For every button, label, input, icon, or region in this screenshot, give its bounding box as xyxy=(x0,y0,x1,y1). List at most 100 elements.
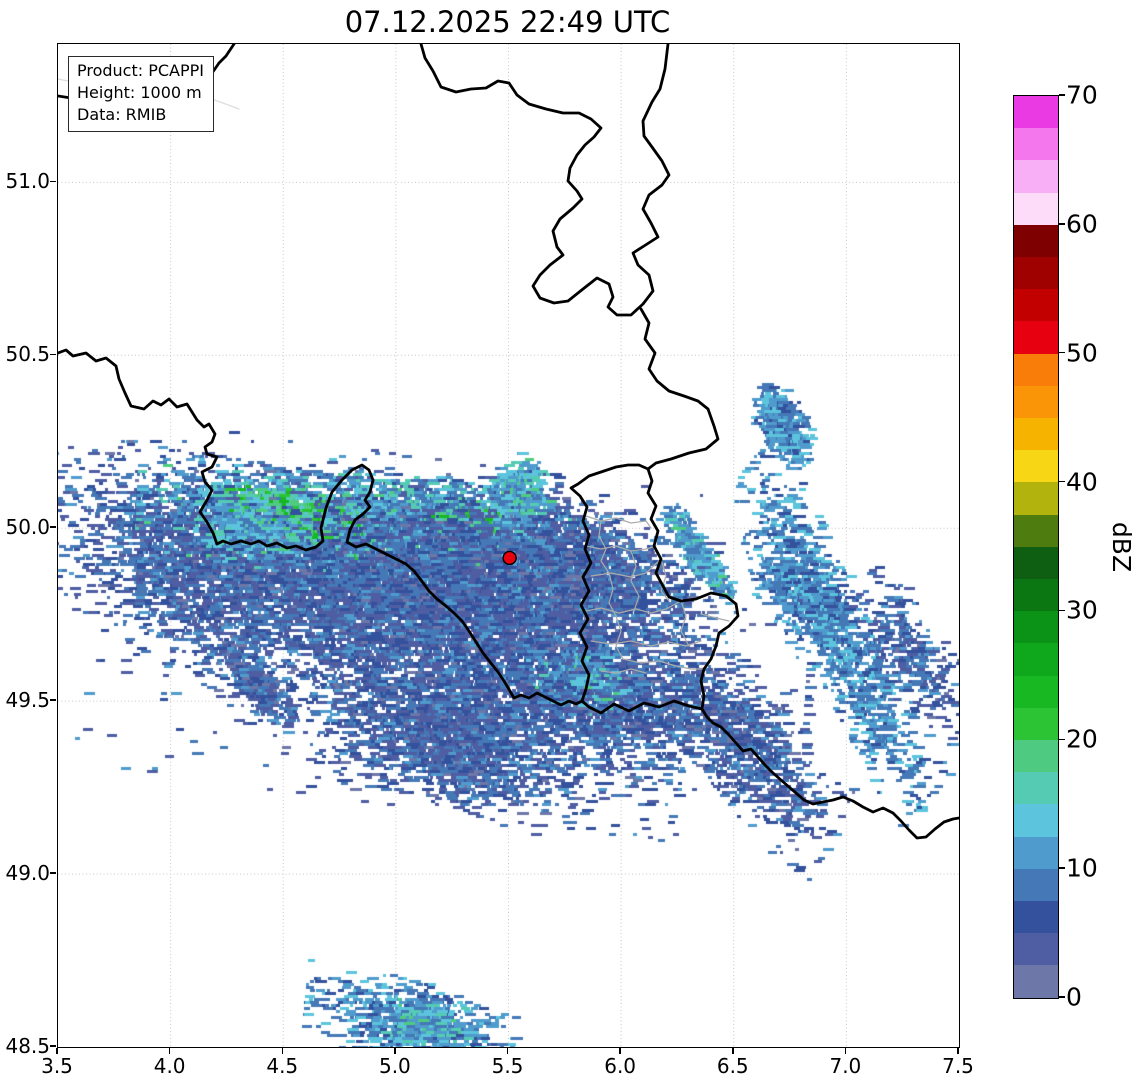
product-info-line: Data: RMIB xyxy=(77,105,167,125)
colorbar-tick xyxy=(1059,609,1065,612)
border-layer xyxy=(58,44,959,840)
y-axis-tick xyxy=(50,872,56,874)
colorbar-tick xyxy=(1059,351,1065,354)
y-axis-tick-label: 50.0 xyxy=(5,515,50,540)
region-border-line xyxy=(630,550,640,612)
colorbar-tick-label: 60 xyxy=(1066,209,1098,239)
colorbar-segment xyxy=(1014,579,1058,612)
x-axis-tick-label: 5.5 xyxy=(491,1054,524,1078)
y-axis-tick xyxy=(50,699,56,701)
colorbar-segment xyxy=(1014,224,1058,258)
y-axis-tick-label: 49.5 xyxy=(5,688,50,713)
y-axis-tick-label: 48.5 xyxy=(5,1034,50,1058)
region-border-line xyxy=(585,515,652,529)
region-border-line xyxy=(585,545,657,552)
colorbar-segment xyxy=(1014,96,1058,129)
product-info-line: Product: PCAPPI xyxy=(77,61,205,80)
x-axis-tick-label: 5.0 xyxy=(378,1054,411,1078)
colorbar-tick-label: 10 xyxy=(1066,853,1098,883)
colorbar-segment xyxy=(1014,418,1058,451)
radar-echo-layer xyxy=(58,44,959,1047)
colorbar-segment xyxy=(1014,128,1058,161)
colorbar-segment xyxy=(1014,450,1058,483)
product-info-box: Product: PCAPPI Height: 1000 m Data: RMI… xyxy=(68,56,215,133)
colorbar-tick xyxy=(1059,223,1065,225)
colorbar-tick xyxy=(1059,996,1065,998)
colorbar-segment xyxy=(1014,611,1058,644)
region-border-line xyxy=(608,572,617,617)
x-axis-tick xyxy=(844,1048,847,1054)
x-axis-tick xyxy=(394,1048,396,1054)
colorbar-segment xyxy=(1014,643,1058,676)
x-axis-tick xyxy=(619,1048,621,1054)
x-axis-tick-label: 7.0 xyxy=(829,1054,862,1078)
colorbar-segment xyxy=(1014,482,1058,515)
colorbar-tick-label: 70 xyxy=(1066,80,1098,110)
colorbar-segment xyxy=(1014,353,1058,386)
colorbar-tick-label: 20 xyxy=(1066,724,1098,754)
x-axis-tick-label: 6.5 xyxy=(716,1054,749,1078)
colorbar-segment xyxy=(1014,933,1058,966)
radar-site-marker xyxy=(502,550,517,566)
colorbar-segment xyxy=(1014,868,1058,902)
colorbar-segment xyxy=(1014,514,1058,547)
colorbar-tick xyxy=(1059,94,1065,96)
colorbar-tick xyxy=(1059,738,1065,741)
x-axis-tick-label: 3.5 xyxy=(41,1054,73,1078)
region-border-line xyxy=(585,600,682,614)
colorbar-segment xyxy=(1014,289,1058,322)
x-axis-tick-label: 6.0 xyxy=(604,1054,637,1078)
colorbar-unit-label: dBZ xyxy=(1107,521,1136,573)
y-axis-tick xyxy=(50,353,56,356)
x-axis-tick xyxy=(168,1048,171,1054)
region-border-line xyxy=(590,640,702,647)
colorbar-segment xyxy=(1014,192,1058,225)
country-border-line xyxy=(700,707,959,840)
region-border-line xyxy=(680,600,690,647)
x-axis-tick xyxy=(281,1048,283,1054)
region-border-line xyxy=(590,558,662,578)
page-title: 07.12.2025 22:49 UTC xyxy=(344,5,671,39)
colorbar-segment xyxy=(1014,385,1058,419)
y-axis-tick-label: 51.0 xyxy=(5,169,50,194)
region-border-line xyxy=(622,658,705,670)
x-axis-tick-label: 7.5 xyxy=(942,1054,974,1078)
colorbar-segment xyxy=(1014,804,1058,837)
colorbar-segment xyxy=(1014,836,1058,869)
y-axis-tick-label: 49.0 xyxy=(5,861,50,886)
colorbar-segment xyxy=(1014,675,1058,708)
colorbar-segment xyxy=(1014,901,1058,934)
colorbar xyxy=(1013,95,1059,999)
country-border-line xyxy=(419,44,671,317)
colorbar-segment xyxy=(1014,546,1058,580)
x-axis-tick xyxy=(732,1048,734,1054)
region-border-line xyxy=(615,615,624,660)
region-border-line xyxy=(598,520,610,574)
x-axis-tick xyxy=(957,1048,959,1054)
colorbar-tick-label: 0 xyxy=(1066,982,1082,1012)
colorbar-tick-label: 30 xyxy=(1066,595,1098,625)
colorbar-segment xyxy=(1014,772,1058,805)
colorbar-tick xyxy=(1059,480,1065,483)
colorbar-tick xyxy=(1059,867,1065,869)
y-axis-tick xyxy=(50,526,56,528)
y-axis-tick xyxy=(50,180,56,183)
colorbar-segment xyxy=(1014,160,1058,193)
region-border-line xyxy=(660,558,670,602)
x-axis-tick-label: 4.5 xyxy=(266,1054,299,1078)
map-plot-area: Product: PCAPPI Height: 1000 m Data: RMI… xyxy=(57,43,960,1048)
y-axis-tick-label: 50.5 xyxy=(5,342,50,367)
country-border-line xyxy=(639,307,720,471)
region-border-line xyxy=(600,668,647,674)
x-axis-tick xyxy=(506,1048,509,1054)
country-border-line xyxy=(569,463,740,715)
colorbar-segment xyxy=(1014,707,1058,741)
colorbar-segment xyxy=(1014,321,1058,354)
y-axis-tick xyxy=(50,1045,56,1047)
colorbar-tick-label: 40 xyxy=(1066,467,1098,497)
colorbar-segment xyxy=(1014,965,1058,998)
colorbar-segment xyxy=(1014,257,1058,290)
region-border-line xyxy=(700,613,730,622)
x-axis-tick-label: 4.0 xyxy=(153,1054,186,1078)
